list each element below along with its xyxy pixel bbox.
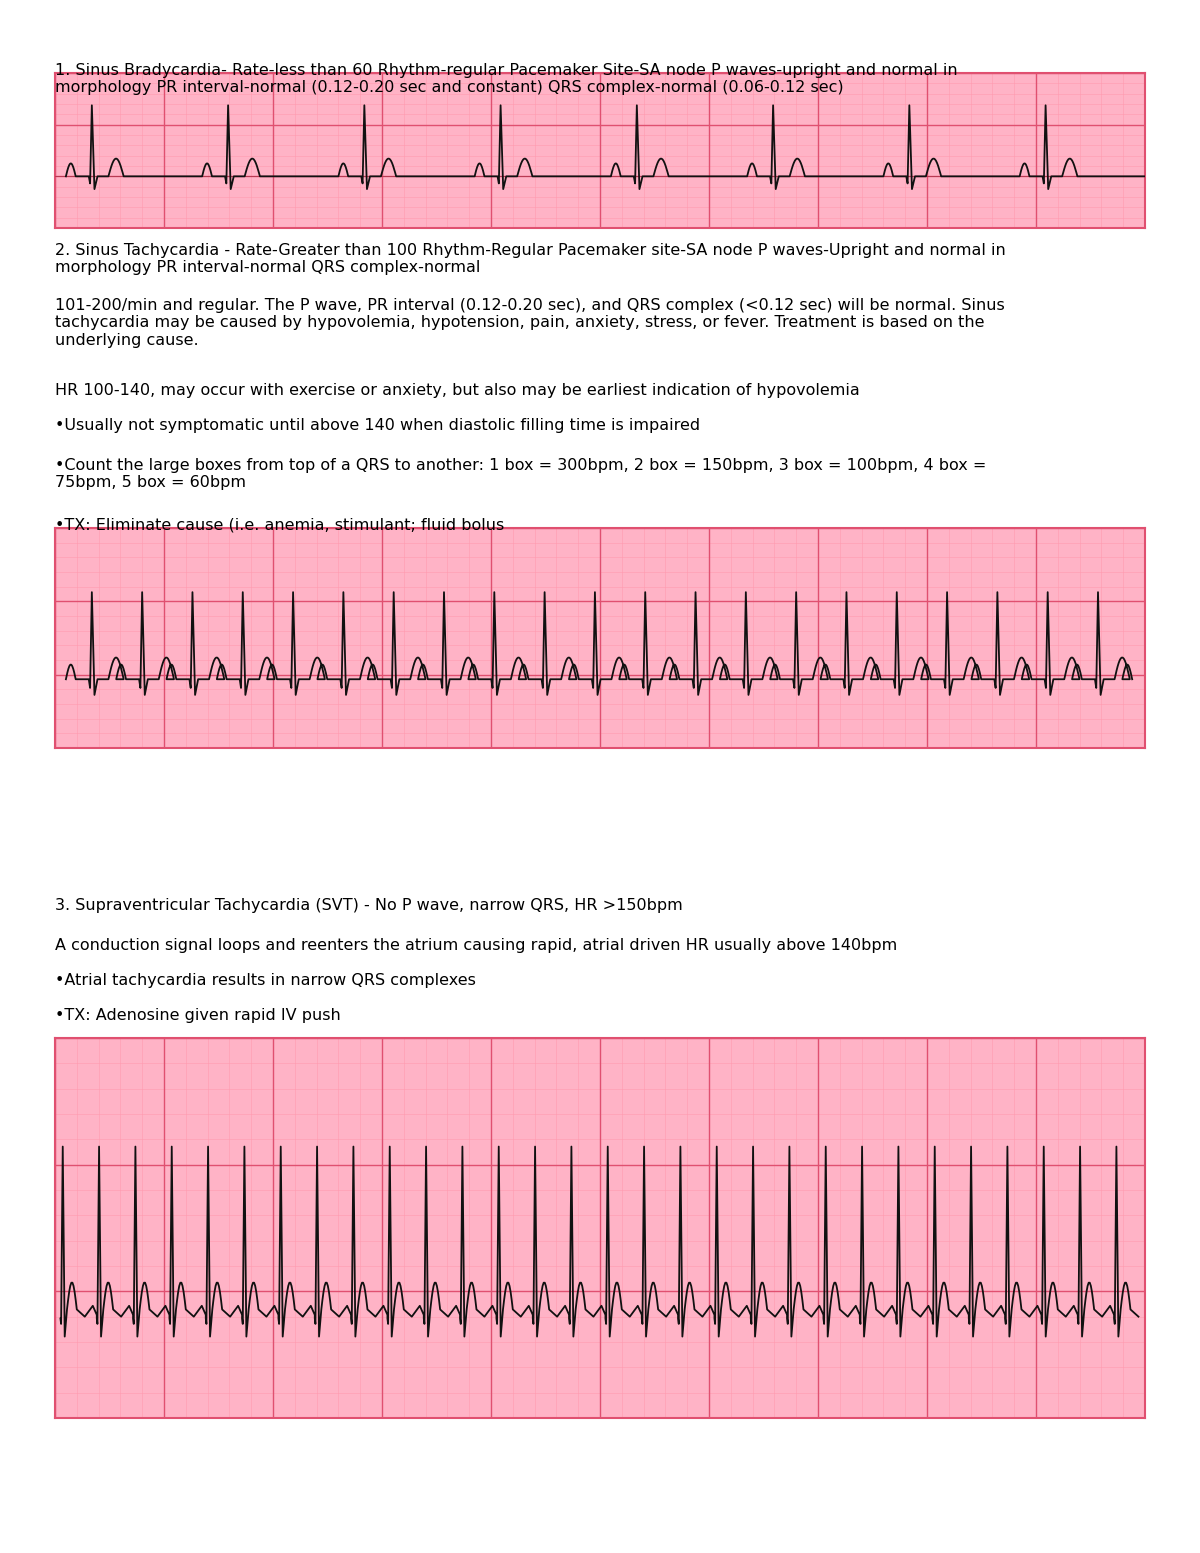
Text: 1. Sinus Bradycardia- Rate-less than 60 Rhythm-regular Pacemaker Site-SA node P : 1. Sinus Bradycardia- Rate-less than 60 … <box>55 64 958 95</box>
Text: •Count the large boxes from top of a QRS to another: 1 box = 300bpm, 2 box = 150: •Count the large boxes from top of a QRS… <box>55 458 986 491</box>
Text: •TX: Adenosine given rapid IV push: •TX: Adenosine given rapid IV push <box>55 1008 341 1023</box>
Text: 101-200/min and regular. The P wave, PR interval (0.12-0.20 sec), and QRS comple: 101-200/min and regular. The P wave, PR … <box>55 298 1004 348</box>
Text: •Usually not symptomatic until above 140 when diastolic filling time is impaired: •Usually not symptomatic until above 140… <box>55 418 700 433</box>
Text: •TX: Eliminate cause (i.e. anemia, stimulant; fluid bolus: •TX: Eliminate cause (i.e. anemia, stimu… <box>55 519 504 533</box>
Text: A conduction signal loops and reenters the atrium causing rapid, atrial driven H: A conduction signal loops and reenters t… <box>55 938 898 954</box>
Text: •Atrial tachycardia results in narrow QRS complexes: •Atrial tachycardia results in narrow QR… <box>55 974 476 988</box>
Text: 2. Sinus Tachycardia - Rate-Greater than 100 Rhythm-Regular Pacemaker site-SA no: 2. Sinus Tachycardia - Rate-Greater than… <box>55 242 1006 275</box>
Text: HR 100-140, may occur with exercise or anxiety, but also may be earliest indicat: HR 100-140, may occur with exercise or a… <box>55 384 859 398</box>
Text: 3. Supraventricular Tachycardia (SVT) - No P wave, narrow QRS, HR >150bpm: 3. Supraventricular Tachycardia (SVT) - … <box>55 898 683 913</box>
